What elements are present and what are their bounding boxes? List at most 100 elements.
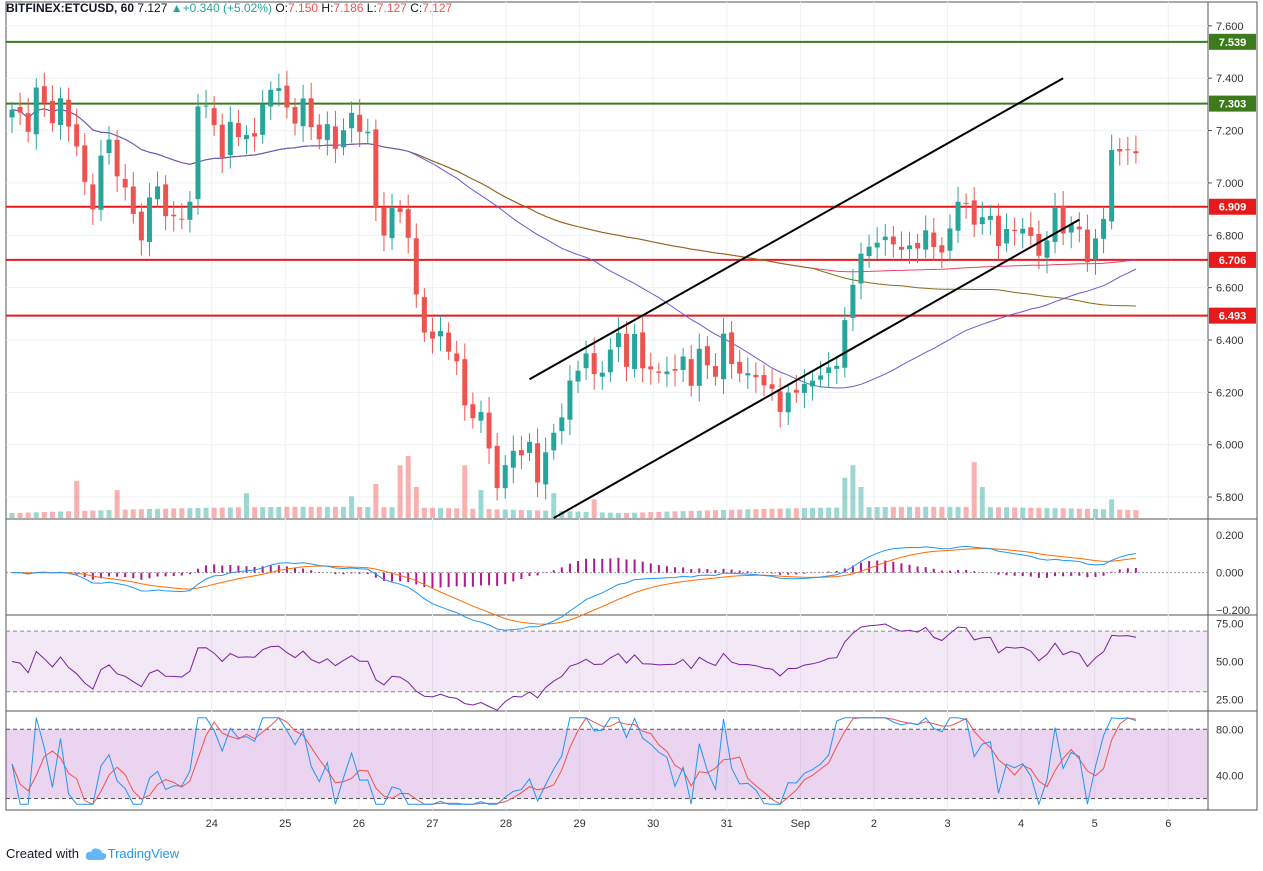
candle-body [923,230,929,250]
candle-body [308,98,314,128]
time-tick-label: 28 [500,818,512,830]
candle-body [454,353,460,362]
candle-body [486,412,492,449]
volume-bar [559,511,565,518]
price-tick-label: 6.000 [1216,440,1244,452]
candle-body [1109,150,1115,222]
symbol-label: BITFINEX:ETCUSD, 60 [6,1,135,15]
candle-body [90,184,96,210]
candle-body [446,332,452,352]
volume-bar [567,511,573,518]
candle-body [1020,228,1026,234]
candle-body [494,445,500,489]
candle-body [502,465,508,489]
candle-body [874,242,880,248]
volume-bar [17,512,23,518]
candle-body [615,332,621,348]
price-change: +0.340 (+5.02%) [182,1,273,15]
volume-bar [211,507,217,518]
volume-bar [745,509,751,518]
candle-body [462,359,468,406]
candle-body [729,332,735,365]
volume-bar [915,506,921,518]
volume-bar [907,506,913,518]
volume-bar [1101,509,1107,518]
volume-bar [25,512,31,518]
candle-body [421,297,427,333]
rsi-band [6,631,1208,692]
volume-bar [599,512,605,518]
close-label: C: [410,1,423,15]
candle-body [947,228,953,251]
volume-bar [834,507,840,518]
candle-body [163,184,169,217]
volume-bar [316,506,322,518]
candle-body [518,450,524,456]
macd-signal-line [11,548,1136,625]
candle-body [357,114,363,132]
volume-bar [769,508,775,518]
candle-body [712,366,718,377]
volume-bar [704,510,710,518]
candle-body [971,200,977,225]
high-value: 7.186 [333,1,364,15]
rsi-tick-label: 75.00 [1216,619,1244,631]
tradingview-link[interactable]: TradingView [107,846,180,861]
volume-bar [454,508,460,518]
candle-body [672,369,678,371]
volume-bar [793,508,799,518]
time-tick-label: 2 [871,818,877,830]
candle-body [955,201,961,231]
volume-bar [1092,508,1098,518]
volume-bar [607,512,613,518]
low-value: 7.127 [376,1,407,15]
volume-bar [429,507,435,518]
candle-body [599,372,605,377]
candle-body [680,356,686,371]
volume-bar [551,493,557,518]
volume-bar [664,511,670,518]
ma-fast-line [11,108,1137,389]
candle-body [842,320,848,368]
price-level-badge [1209,307,1256,324]
price-level-badge [1209,33,1256,50]
volume-bar [41,512,47,518]
volume-bar [648,512,654,518]
volume-bar [526,510,532,518]
candle-body [575,370,581,382]
volume-bar [753,509,759,518]
candle-body [745,373,751,376]
candle-body [211,108,217,126]
volume-bar [729,509,735,518]
volume-bar [163,508,169,518]
stoch-band [6,729,1208,799]
price-level-label: 6.706 [1219,255,1247,267]
candle-body [979,217,985,225]
rsi-tick-label: 50.00 [1216,656,1244,668]
candle-body [341,130,347,148]
candle-body [995,215,1001,247]
volume-bar [1044,507,1050,518]
volume-bar [389,507,395,518]
volume-bar [413,487,419,518]
time-tick-label: 26 [353,818,365,830]
price-tick-label: 6.400 [1216,335,1244,347]
candle-body [1052,207,1058,242]
created-with-label: Created with [6,846,79,861]
candle-body [987,215,993,220]
time-tick-label: Sep [791,818,811,830]
volume-bar [721,509,727,518]
candle-body [1084,229,1090,263]
macd-tick-label: −0.200 [1216,605,1250,617]
volume-bar [785,508,791,518]
candle-body [130,186,136,214]
volume-bar [818,507,824,518]
volume-bar [405,456,411,518]
candle-body [704,346,710,366]
price-level-label: 7.303 [1219,99,1247,111]
candle-body [316,124,322,140]
price-tick-label: 7.400 [1216,73,1244,85]
volume-bar [252,507,258,518]
candle-body [324,124,330,141]
